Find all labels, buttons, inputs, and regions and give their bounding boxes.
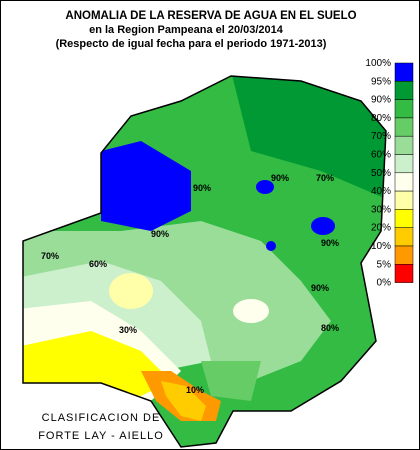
map-label: 60%: [89, 259, 107, 269]
legend-label: 30%: [371, 204, 391, 215]
legend-swatch: [394, 99, 414, 119]
legend-label: 10%: [371, 241, 391, 252]
legend-swatch: [394, 117, 414, 137]
map-label: 80%: [321, 323, 339, 333]
map-outline: [22, 75, 387, 448]
map-label: 90%: [271, 173, 289, 183]
map-label: 90%: [311, 283, 329, 293]
legend-label: 95%: [371, 76, 391, 87]
legend-swatch: [394, 81, 414, 100]
legend-swatch: [394, 62, 414, 82]
legend-label: 0%: [377, 278, 392, 289]
legend-label: 80%: [371, 113, 391, 124]
legend-label: 5%: [377, 259, 392, 270]
legend-label: 70%: [371, 131, 391, 142]
map-label: 90%: [193, 183, 211, 193]
map-regions: [23, 76, 386, 447]
subtitle: (Respecto de igual fecha para el periodo…: [56, 38, 327, 50]
legend-swatch: [394, 135, 414, 155]
map-label: 70%: [41, 251, 59, 261]
legend-label: 40%: [371, 186, 391, 197]
credit: FORTE LAY - AIELLO: [38, 430, 164, 442]
legend-label: 60%: [371, 150, 391, 161]
legend-swatch: [394, 227, 414, 247]
credit: CLASIFICACION DE: [42, 412, 161, 424]
legend-label: 100%: [365, 58, 391, 69]
legend-swatch: [394, 154, 414, 174]
legend-swatch: [394, 245, 414, 265]
legend-swatch: [394, 190, 414, 210]
map-label: 90%: [321, 238, 339, 248]
map-label: 30%: [119, 325, 137, 335]
legend-swatch: [394, 172, 414, 192]
legend-label: 50%: [371, 168, 391, 179]
legend-label: 20%: [371, 223, 391, 234]
subtitle: en la Region Pampeana el 20/03/2014: [89, 24, 284, 36]
map-label: 10%: [186, 385, 204, 395]
map-label: 70%: [316, 173, 334, 183]
legend-label: 90%: [371, 95, 391, 106]
legend-swatch: [394, 264, 414, 283]
title: ANOMALIA DE LA RESERVA DE AGUA EN EL SUE…: [65, 10, 356, 22]
map-label: 90%: [151, 229, 169, 239]
legend: 100% 95% 90% 80% 70% 60% 50% 40% 30% 20% 10% 5% 0%: [365, 58, 414, 289]
legend-swatch: [394, 209, 414, 228]
